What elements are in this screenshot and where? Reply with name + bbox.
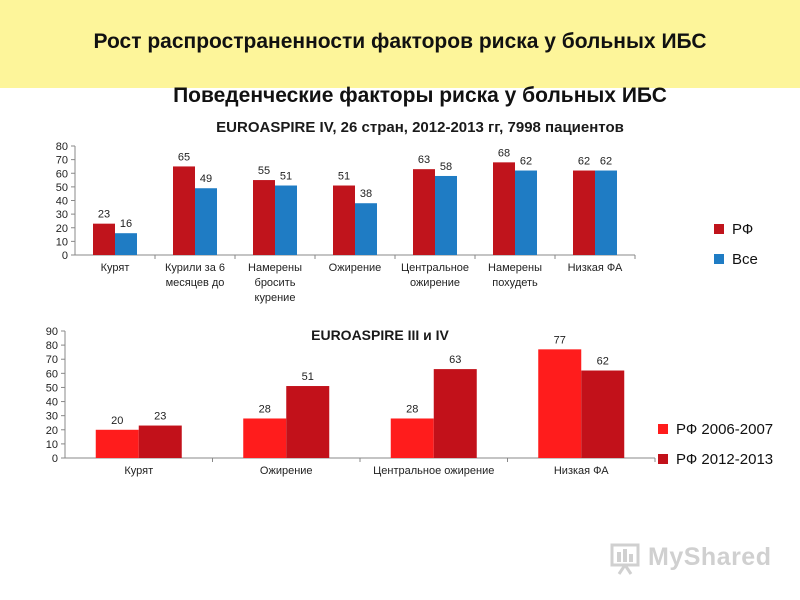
legend-swatch [658,454,668,464]
y-tick-label: 0 [52,453,58,465]
slide-title: Поведенческие факторы риска у больных ИБ… [173,84,667,107]
data-label: 51 [280,171,292,183]
bar [275,185,297,255]
x-tick-label: ожирение [410,277,460,289]
bar [138,425,182,458]
data-label: 62 [597,356,609,368]
y-tick-label: 80 [46,340,58,352]
legend-swatch [714,254,724,264]
data-label: 49 [200,173,212,185]
data-label: 51 [338,171,350,183]
data-label: 55 [258,165,270,177]
y-tick-label: 10 [56,236,68,248]
x-tick-label: Центральное [401,262,469,274]
data-label: 20 [111,415,123,427]
x-tick-label: Курят [124,465,153,477]
y-tick-label: 30 [46,411,58,423]
y-tick-label: 70 [56,155,68,167]
chart1-subtitle: EUROASPIRE IV, 26 стран, 2012-2013 гг, 7… [216,119,624,136]
bar [390,418,434,458]
y-tick-label: 40 [56,196,68,208]
x-tick-label: Низкая ФА [568,262,623,274]
bar [173,166,195,255]
data-label: 23 [154,411,166,423]
data-label: 77 [554,334,566,346]
legend-label: РФ [732,221,753,238]
y-tick-label: 80 [56,141,68,153]
bar [253,180,275,255]
bar [413,169,435,255]
banner-title: Рост распространенности факторов риска у… [93,30,707,53]
data-label: 63 [449,354,461,366]
title-banner: Рост распространенности факторов риска у… [0,0,800,88]
x-tick-label: Ожирение [260,465,313,477]
data-label: 62 [520,156,532,168]
x-tick-label: Ожирение [329,262,382,274]
x-tick-label: курение [255,292,296,304]
data-label: 23 [98,209,110,221]
x-tick-label: Низкая ФА [554,465,609,477]
y-tick-label: 70 [46,354,58,366]
data-label: 62 [578,156,590,168]
data-label: 68 [498,147,510,159]
bar [115,233,137,255]
legend-label: РФ 2012-2013 [676,451,773,468]
bar [333,185,355,255]
x-tick-label: Намерены [248,262,302,274]
y-tick-label: 30 [56,209,68,221]
x-tick-label: Курили за 6 [165,262,225,274]
y-tick-label: 90 [46,326,58,338]
data-label: 28 [259,403,271,415]
bar [93,223,115,255]
y-tick-label: 50 [56,182,68,194]
bar [493,162,515,255]
data-label: 62 [600,156,612,168]
data-label: 63 [418,154,430,166]
presentation-logo-icon [610,543,640,575]
x-tick-label: бросить [255,277,296,289]
bar [243,418,287,458]
bar [515,170,537,255]
bar [595,170,617,255]
y-tick-label: 20 [46,425,58,437]
y-tick-label: 60 [56,168,68,180]
data-label: 16 [120,218,132,230]
data-label: 51 [302,371,314,383]
bar [433,369,477,458]
bar [286,386,330,458]
x-tick-label: Курят [101,262,130,274]
x-tick-label: месяцев до [166,277,225,289]
legend-swatch [658,424,668,434]
bar [573,170,595,255]
bar [538,349,582,458]
y-tick-label: 10 [46,439,58,451]
x-tick-label: Намерены [488,262,542,274]
y-tick-label: 40 [46,397,58,409]
y-tick-label: 0 [62,250,68,262]
legend-label: Все [732,251,758,268]
bar [435,175,457,255]
bar [195,188,217,255]
data-label: 65 [178,151,190,163]
x-tick-label: похудеть [492,277,538,289]
bar [95,429,139,458]
y-tick-label: 50 [46,382,58,394]
legend-label: РФ 2006-2007 [676,421,773,438]
y-tick-label: 20 [56,223,68,235]
bar [581,370,625,458]
data-label: 38 [360,188,372,200]
watermark-text: MyShared [648,543,772,571]
chart2-subtitle: EUROASPIRE III и IV [311,327,449,343]
data-label: 28 [406,403,418,415]
data-label: 58 [440,161,452,173]
y-tick-label: 60 [46,368,58,380]
bar [355,203,377,255]
legend-swatch [714,224,724,234]
x-tick-label: Центральное ожирение [373,465,494,477]
myshared-watermark: MyShared [608,540,772,576]
